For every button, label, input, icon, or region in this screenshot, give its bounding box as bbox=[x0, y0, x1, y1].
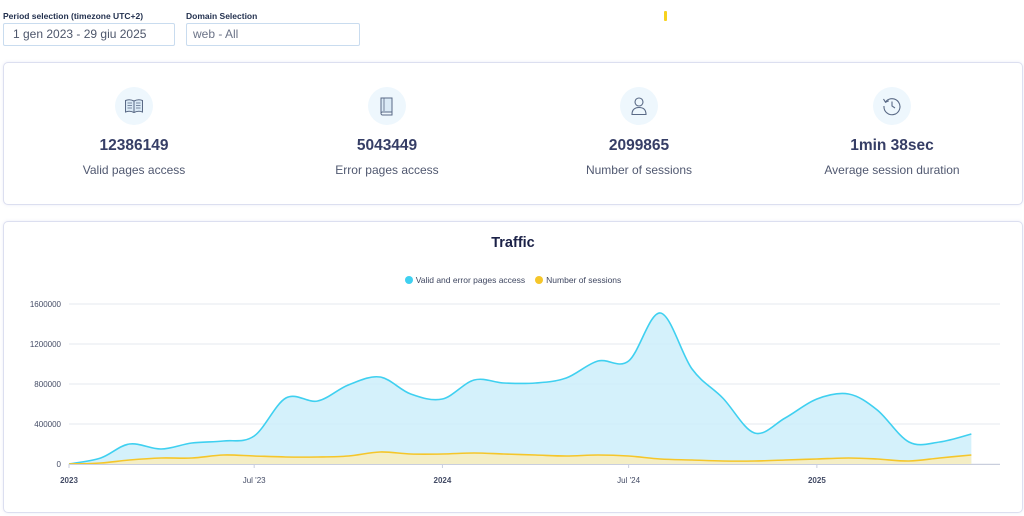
legend-swatch-pages bbox=[404, 276, 413, 284]
stat-valid-pages: 12386149 Valid pages access bbox=[24, 87, 244, 177]
stat-value: 12386149 bbox=[99, 137, 169, 154]
period-selection-label: Period selection (timezone UTC+2) bbox=[3, 11, 144, 21]
legend-item-pages[interactable]: Valid and error pages access bbox=[404, 275, 526, 285]
open-book-icon bbox=[115, 87, 153, 125]
book-icon bbox=[368, 87, 406, 125]
stat-label: Valid pages access bbox=[82, 163, 186, 177]
legend-swatch-sessions bbox=[535, 276, 544, 284]
stat-value: 2099865 bbox=[608, 137, 670, 154]
legend-label-sessions: Number of sessions bbox=[546, 275, 622, 285]
domain-selection-label: Domain Selection bbox=[186, 11, 258, 21]
stat-value: 5043449 bbox=[356, 137, 418, 154]
stat-session-duration: 1min 38sec Average session duration bbox=[782, 87, 1002, 177]
stat-label: Average session duration bbox=[824, 163, 960, 177]
legend-item-sessions[interactable]: Number of sessions bbox=[535, 275, 621, 285]
user-icon bbox=[620, 87, 658, 125]
period-selection: Period selection (timezone UTC+2) 1 gen … bbox=[3, 10, 175, 46]
period-selection-input[interactable]: 1 gen 2023 - 29 giu 2025 bbox=[3, 23, 175, 46]
stat-error-pages: 5043449 Error pages access bbox=[277, 87, 497, 177]
legend-label-pages: Valid and error pages access bbox=[415, 275, 526, 285]
traffic-chart-card: Traffic Valid and error pages access Num… bbox=[3, 221, 1023, 513]
stat-label: Number of sessions bbox=[585, 163, 693, 177]
stat-label: Error pages access bbox=[335, 163, 439, 177]
stat-sessions: 2099865 Number of sessions bbox=[529, 87, 749, 177]
domain-selection: Domain Selection web - All bbox=[186, 10, 360, 46]
clock-history-icon bbox=[873, 87, 911, 125]
stat-value: 1min 38sec bbox=[850, 137, 934, 154]
domain-selection-dropdown[interactable]: web - All bbox=[186, 23, 360, 46]
chart-title: Traffic bbox=[491, 235, 535, 251]
stats-card: 12386149 Valid pages access 5043449 Erro… bbox=[3, 62, 1023, 205]
loading-indicator bbox=[664, 11, 667, 21]
chart-legend: Valid and error pages access Number of s… bbox=[4, 275, 1022, 285]
